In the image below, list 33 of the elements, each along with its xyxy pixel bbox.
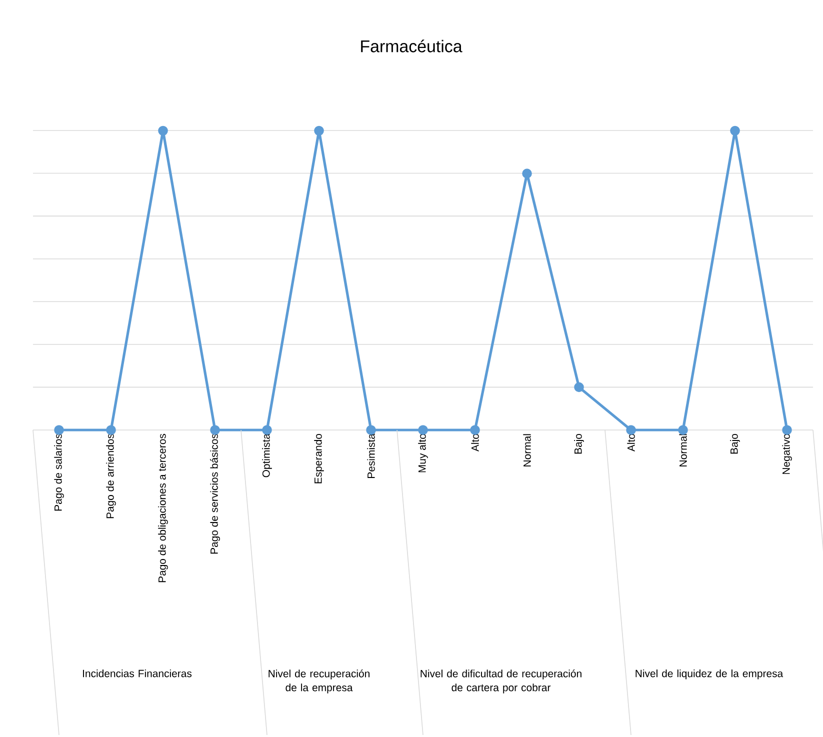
x-tick-label: Pago de salarios [54,434,64,511]
point [470,425,480,435]
x-tick-label: Normal [679,434,687,466]
point [106,425,116,435]
point [782,425,792,435]
point [574,382,584,392]
point [522,168,532,178]
chart-title: Farmacéutica [361,40,462,52]
point [54,425,64,435]
x-tick-label: Pesimista [367,434,375,478]
point [626,425,636,435]
x-tick-label: Bajo [574,434,584,454]
x-tick-label: Normal [523,434,531,466]
point [210,425,220,435]
text: Nivel de liquidez de la empresa [636,670,784,680]
text: Incidencias Financieras [83,670,192,678]
point [314,126,324,136]
point [678,425,688,435]
x-tick-label: Esperando [314,434,324,484]
x-tick-label: Muy alto [418,434,428,472]
text: Nivel de dificultad de recuperación de cartera por cobrar [420,670,582,694]
x-tick-label: Alto [627,434,635,452]
point [730,126,740,136]
x-tick-label: Pago de obligaciones a terceros [158,434,168,582]
point [158,126,168,136]
x-tick-label: Pago de arriendos [106,434,116,518]
x-tick-label: Pago de servicios básicos [210,434,220,554]
text: Nivel de recuperación de la empresa [268,670,370,694]
x-tick-label: Alto [471,434,479,452]
x-tick-label: Bajo [730,434,740,454]
point [418,425,428,435]
x-tick-label: Optimista [262,434,272,478]
x-tick-label: Negativo [782,434,792,474]
